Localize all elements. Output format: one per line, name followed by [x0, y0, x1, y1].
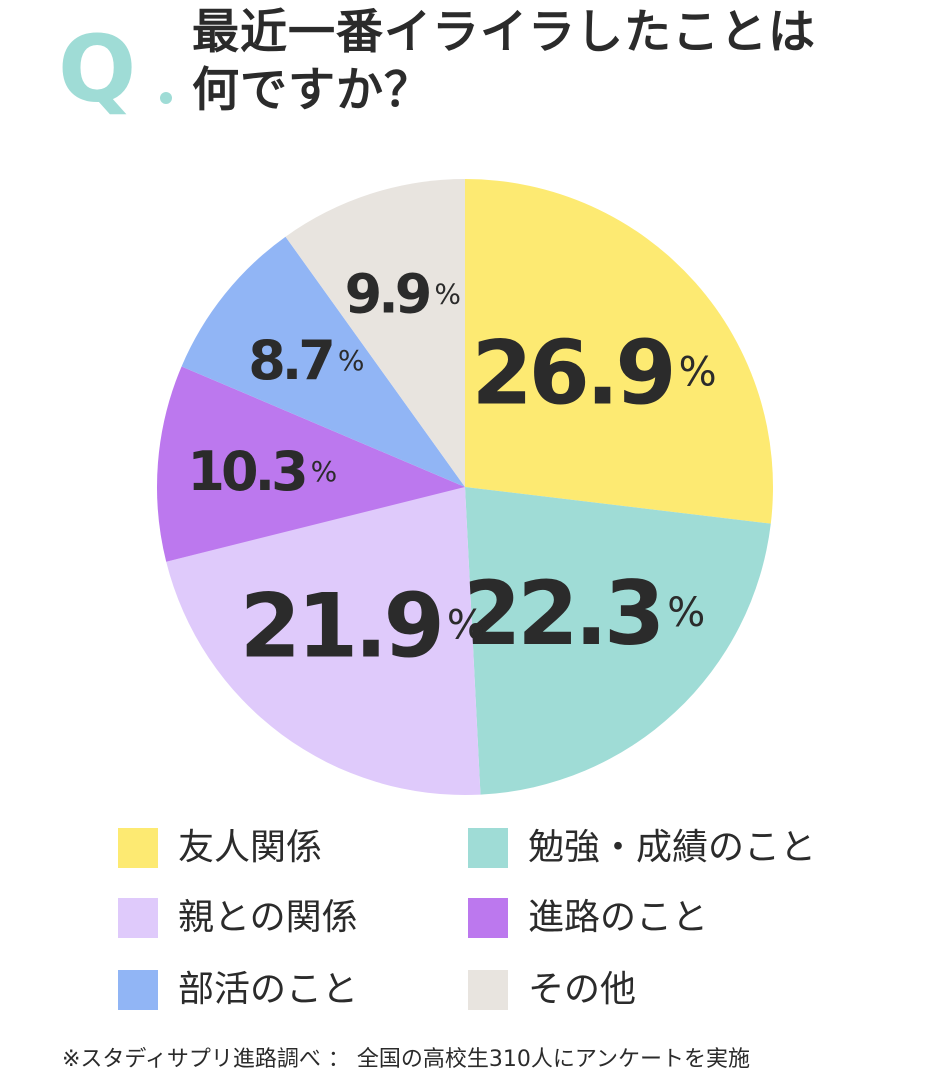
legend-label: 友人関係	[178, 827, 323, 868]
question-title-line2: 何ですか？	[192, 63, 432, 118]
legend-label: 親との関係	[178, 897, 358, 938]
pie-value-label-study: 22.3%	[460, 562, 705, 665]
legend-swatch	[468, 828, 508, 868]
legend-item-friends: 友人関係	[118, 822, 322, 874]
legend-item-career: 進路のこと	[468, 892, 708, 944]
q-letter: Q	[58, 16, 137, 123]
pie-slice-study	[465, 487, 771, 795]
pie-value-label-club: 8.7%	[248, 328, 364, 391]
legend-swatch	[468, 898, 508, 938]
pie-value-label-parents: 21.9%	[240, 574, 485, 677]
source-footnote: ※スタディサプリ進路調べ ： 全国の高校生310人にアンケートを実施	[62, 1047, 750, 1072]
pie-slice-club	[181, 236, 465, 487]
pie-value-label-career: 10.3%	[187, 440, 337, 503]
legend-label: 進路のこと	[528, 897, 709, 938]
legend-swatch	[468, 970, 508, 1010]
pie-slice-career	[156, 366, 465, 562]
legend-label: 勉強・成績のこと	[528, 827, 817, 868]
pie-slice-friends	[465, 179, 773, 524]
legend-swatch	[118, 828, 158, 868]
legend-label: 部活のこと	[178, 969, 359, 1010]
pie-slice-other	[285, 179, 465, 487]
pie-value-label-friends: 26.9%	[471, 321, 716, 424]
q-dot	[160, 92, 172, 104]
legend-item-other: その他	[468, 964, 636, 1016]
pie-value-label-other: 9.9%	[345, 262, 461, 325]
pie-chart: 26.9 % 22.3 %21.9 % 10.3 % 8.7 %9.9%	[156, 179, 773, 795]
legend-item-parents: 親との関係	[118, 892, 358, 944]
question-title-line1: 最近一番イライラしたことは	[192, 5, 816, 60]
legend-item-study: 勉強・成績のこと	[468, 822, 816, 874]
pie-slice-parents	[166, 487, 481, 795]
q-mark: Q	[58, 22, 183, 117]
legend-label: その他	[528, 969, 637, 1010]
question-title: 最近一番イライラしたことは 何ですか？	[192, 4, 912, 120]
legend-swatch	[118, 970, 158, 1010]
legend-swatch	[118, 898, 158, 938]
legend-item-club: 部活のこと	[118, 964, 358, 1016]
